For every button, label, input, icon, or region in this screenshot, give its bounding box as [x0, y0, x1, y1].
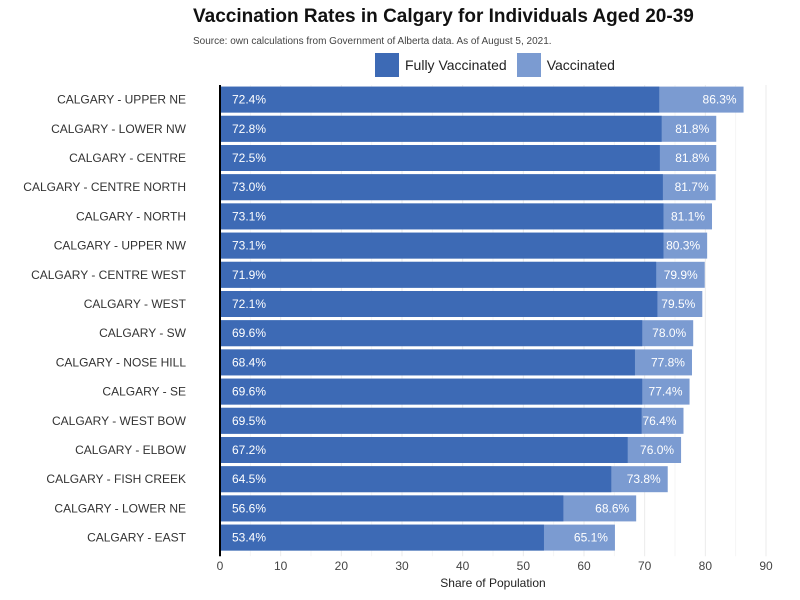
- data-label-fully-vaccinated: 72.5%: [232, 151, 266, 165]
- category-label: CALGARY - ELBOW: [75, 443, 187, 457]
- category-label: CALGARY - CENTRE WEST: [31, 268, 187, 282]
- category-label: CALGARY - WEST BOW: [52, 414, 187, 428]
- data-label-vaccinated: 68.6%: [595, 501, 629, 515]
- category-label: CALGARY - CENTRE NORTH: [23, 180, 186, 194]
- data-label-fully-vaccinated: 72.4%: [232, 93, 266, 107]
- x-tick-label: 50: [517, 559, 531, 573]
- x-tick-label: 80: [699, 559, 713, 573]
- data-label-vaccinated: 81.1%: [671, 209, 705, 223]
- data-label-vaccinated: 79.9%: [664, 268, 698, 282]
- category-label: CALGARY - FISH CREEK: [46, 472, 186, 486]
- legend-item-vaccinated: Vaccinated: [516, 53, 615, 77]
- bar-fully-vaccinated: [220, 261, 657, 288]
- category-label: CALGARY - WEST: [84, 297, 187, 311]
- data-label-vaccinated: 77.8%: [651, 355, 685, 369]
- data-label-fully-vaccinated: 69.6%: [232, 326, 266, 340]
- data-label-vaccinated: 77.4%: [649, 385, 683, 399]
- category-label: CALGARY - NORTH: [76, 209, 186, 223]
- data-label-vaccinated: 80.3%: [666, 239, 700, 253]
- bar-fully-vaccinated: [220, 203, 664, 230]
- category-label: CALGARY - UPPER NW: [54, 239, 187, 253]
- legend-item-fully-vaccinated: Fully Vaccinated: [375, 53, 507, 77]
- chart-title: Vaccination Rates in Calgary for Individ…: [193, 6, 694, 27]
- x-tick-label: 70: [638, 559, 652, 573]
- category-label: CALGARY - NOSE HILL: [56, 355, 187, 369]
- data-label-fully-vaccinated: 72.8%: [232, 122, 266, 136]
- legend-swatch-vaccinated: [516, 53, 541, 77]
- x-tick-label: 90: [759, 559, 773, 573]
- data-label-fully-vaccinated: 64.5%: [232, 472, 266, 486]
- x-tick-label: 60: [577, 559, 591, 573]
- data-label-fully-vaccinated: 56.6%: [232, 501, 266, 515]
- legend-swatch-fully-vaccinated: [375, 53, 399, 77]
- bar-fully-vaccinated: [220, 320, 643, 347]
- category-label: CALGARY - SW: [99, 326, 187, 340]
- data-label-fully-vaccinated: 73.1%: [232, 239, 266, 253]
- chart-subtitle: Source: own calculations from Government…: [193, 36, 552, 47]
- data-label-vaccinated: 81.8%: [675, 151, 709, 165]
- data-label-vaccinated: 65.1%: [574, 531, 608, 545]
- bar-fully-vaccinated: [220, 524, 544, 551]
- chart-legend: Fully Vaccinated Vaccinated: [375, 53, 625, 77]
- bar-fully-vaccinated: [220, 145, 660, 171]
- category-label: CALGARY - UPPER NE: [57, 93, 186, 107]
- legend-label-vaccinated: Vaccinated: [546, 57, 615, 73]
- bar-fully-vaccinated: [220, 378, 643, 405]
- x-tick-label: 10: [274, 559, 288, 573]
- x-tick-label: 20: [335, 559, 349, 573]
- bar-fully-vaccinated: [220, 407, 642, 434]
- data-label-vaccinated: 79.5%: [661, 297, 695, 311]
- data-label-vaccinated: 78.0%: [652, 326, 686, 340]
- bar-fully-vaccinated: [220, 466, 612, 493]
- data-label-fully-vaccinated: 68.4%: [232, 355, 266, 369]
- category-label: CALGARY - EAST: [87, 531, 187, 545]
- bar-fully-vaccinated: [220, 86, 660, 113]
- data-label-fully-vaccinated: 72.1%: [232, 297, 266, 311]
- category-label: CALGARY - SE: [102, 385, 186, 399]
- bar-fully-vaccinated: [220, 174, 663, 201]
- data-label-fully-vaccinated: 71.9%: [232, 268, 266, 282]
- data-label-vaccinated: 86.3%: [703, 93, 737, 107]
- data-label-fully-vaccinated: 69.6%: [232, 385, 266, 399]
- data-label-vaccinated: 81.7%: [675, 180, 709, 194]
- category-label: CALGARY - LOWER NW: [51, 122, 187, 136]
- bar-fully-vaccinated: [220, 115, 662, 142]
- data-label-vaccinated: 73.8%: [627, 472, 661, 486]
- bar-fully-vaccinated: [220, 495, 564, 522]
- bar-fully-vaccinated: [220, 291, 658, 317]
- data-label-fully-vaccinated: 53.4%: [232, 531, 266, 545]
- data-label-vaccinated: 76.4%: [642, 414, 676, 428]
- x-tick-label: 30: [395, 559, 409, 573]
- bar-fully-vaccinated: [220, 349, 635, 376]
- x-axis-title: Share of Population: [440, 576, 545, 590]
- category-label: CALGARY - LOWER NE: [54, 501, 186, 515]
- category-label: CALGARY - CENTRE: [69, 151, 186, 165]
- x-tick-label: 0: [217, 559, 224, 573]
- data-label-fully-vaccinated: 73.1%: [232, 209, 266, 223]
- x-tick-label: 40: [456, 559, 470, 573]
- data-label-fully-vaccinated: 69.5%: [232, 414, 266, 428]
- legend-label-fully-vaccinated: Fully Vaccinated: [405, 57, 507, 73]
- data-label-vaccinated: 81.8%: [675, 122, 709, 136]
- bar-fully-vaccinated: [220, 437, 628, 463]
- bar-fully-vaccinated: [220, 232, 664, 259]
- data-label-fully-vaccinated: 67.2%: [232, 443, 266, 457]
- data-label-fully-vaccinated: 73.0%: [232, 180, 266, 194]
- data-label-vaccinated: 76.0%: [640, 443, 674, 457]
